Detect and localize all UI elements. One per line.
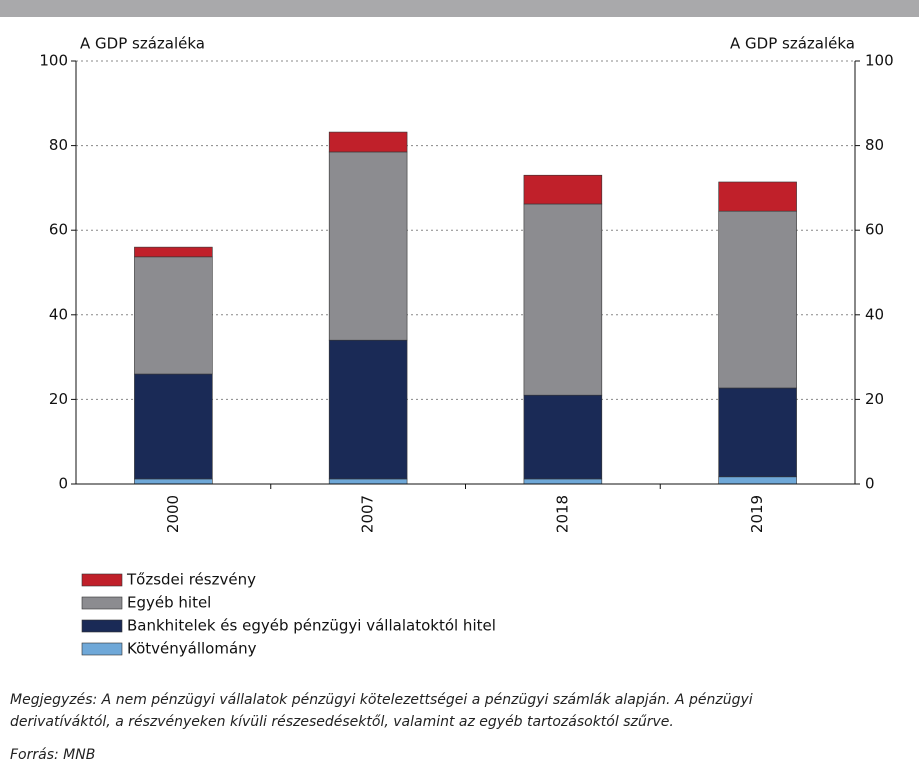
y2-axis-label: A GDP százaléka [730,35,855,53]
bar-segment [523,203,603,396]
x-tick-label: 2018 [553,495,571,533]
bar-segment [134,256,213,375]
note: derivatíváktól, a részvényeken kívüli ré… [10,714,674,730]
y2-tick-label: 100 [865,52,894,70]
y-tick-label: 100 [39,52,68,70]
x-tick-label: 2007 [359,495,377,533]
y2-tick-label: 60 [865,221,884,239]
bar-segment [328,339,408,480]
bar-segment [718,181,797,212]
bar-segment [718,387,797,478]
y2-tick-label: 80 [865,136,884,154]
note: Megjegyzés: A nem pénzügyi vállalatok pé… [10,692,753,708]
y2-tick-label: 0 [865,475,875,493]
legend-label: Bankhitelek és egyéb pénzügyi vállalatok… [127,617,496,635]
y-tick-label: 20 [49,390,68,408]
legend-label: Kötvényállomány [127,640,257,658]
chart: A GDP százaléka A GDP százaléka 0 20 40 60 8… [0,0,919,658]
legend-swatch [81,573,123,587]
bar-segment [523,394,603,480]
bar-segment [328,478,408,485]
bar-segment [718,476,797,485]
y-tick-label: 0 [58,475,68,493]
legend-swatch [81,642,123,656]
legend-label: Egyéb hitel [127,594,211,612]
y-tick-label: 60 [49,221,68,239]
bar-segment [134,373,213,480]
y-tick-label: 80 [49,136,68,154]
bar-segment [134,478,213,485]
bar-segment [718,210,797,389]
legend-swatch [81,596,123,610]
y-tick-label: 40 [49,305,68,323]
bar-segment [134,246,213,258]
y-axis-label: A GDP százaléka [80,35,205,53]
x-tick-label: 2019 [748,495,766,533]
legend-swatch [81,619,123,633]
y2-tick-label: 20 [865,390,884,408]
bar-segment [523,478,603,485]
bar-segment [523,174,603,205]
header-strip [0,0,919,17]
legend-label: Tőzsdei részvény [126,571,256,589]
bar-segment [328,131,408,153]
y2-tick-label: 40 [865,305,884,323]
bar-segment [328,151,408,341]
source: Forrás: MNB [10,747,96,763]
x-tick-label: 2000 [164,495,182,533]
